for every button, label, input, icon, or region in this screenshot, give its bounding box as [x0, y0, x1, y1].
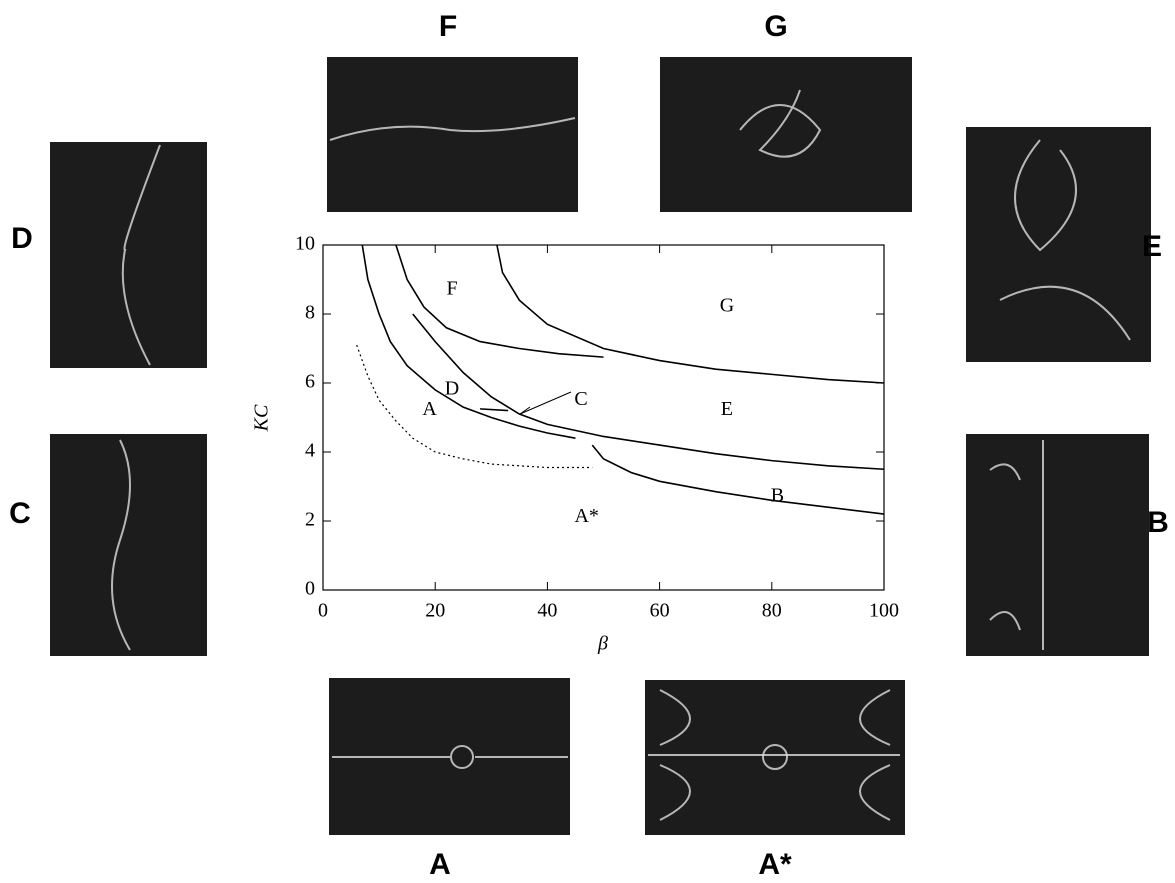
boundary-line: [356, 344, 593, 469]
y-tick-label: 10: [295, 233, 315, 255]
region-label: E: [721, 398, 733, 420]
panel-labels: F G D E C B A A*: [9, 10, 1169, 881]
photo-a-cylinder: [450, 745, 474, 769]
region-label: C: [574, 388, 587, 410]
photo-g-trail: [739, 89, 822, 158]
region-label: A: [422, 398, 437, 420]
photo-a-star-cylinder: [762, 744, 788, 770]
x-tick-label: 20: [425, 600, 445, 622]
y-tick-label: 0: [305, 578, 315, 600]
photo-b-trail: [989, 440, 1044, 650]
region-label: F: [446, 277, 457, 299]
pointer: [519, 391, 572, 415]
panel-label: C: [9, 497, 31, 530]
boundary-line: [395, 244, 604, 358]
y-axis-label: KC: [251, 404, 273, 432]
plot-frame: [322, 244, 885, 591]
photos: [50, 57, 1151, 835]
boundary-line: [480, 408, 509, 412]
photo-a-star-trail: [648, 689, 900, 821]
boundary-line: [496, 244, 885, 384]
panel-label: B: [1147, 506, 1169, 539]
x-tick-label: 100: [869, 600, 899, 622]
region-label: B: [771, 484, 784, 506]
pointer: [519, 406, 531, 415]
panel-label: G: [764, 10, 787, 43]
x-tick-label: 40: [537, 600, 557, 622]
x-tick-label: 0: [318, 600, 328, 622]
panel-label: A*: [758, 848, 792, 881]
photo-f-trail: [329, 117, 576, 141]
region-label: G: [720, 295, 734, 317]
panel-label: E: [1142, 230, 1162, 263]
photo-f: [327, 57, 578, 212]
photo-b: [966, 434, 1149, 656]
y-tick-label: 8: [305, 302, 315, 324]
region-label: D: [445, 377, 459, 399]
panel-label: F: [439, 10, 457, 43]
photo-a-star: [645, 680, 905, 835]
panel-label: A: [429, 848, 451, 881]
boundary-line: [591, 444, 885, 515]
y-tick-label: 6: [305, 371, 315, 393]
photo-g: [660, 57, 912, 212]
photo-d: [50, 142, 207, 368]
boundary-line: [361, 244, 576, 439]
photo-d-trail: [121, 144, 161, 366]
y-tick-label: 4: [305, 440, 315, 462]
panel-label: D: [11, 222, 33, 255]
x-tick-label: 60: [650, 600, 670, 622]
x-tick-label: 80: [762, 600, 782, 622]
photo-c-trail: [111, 439, 131, 651]
regime-chart: β KC 0 20 40 60 80 100 0 2 4 6 8 10 F G DA C E B A*: [251, 233, 899, 655]
boundary-line: [412, 313, 885, 471]
photo-e: [966, 127, 1151, 362]
y-tick-label: 2: [305, 509, 315, 531]
x-axis-label: β: [597, 633, 608, 655]
region-label: A*: [574, 505, 598, 527]
photo-e-trail: [999, 139, 1131, 341]
